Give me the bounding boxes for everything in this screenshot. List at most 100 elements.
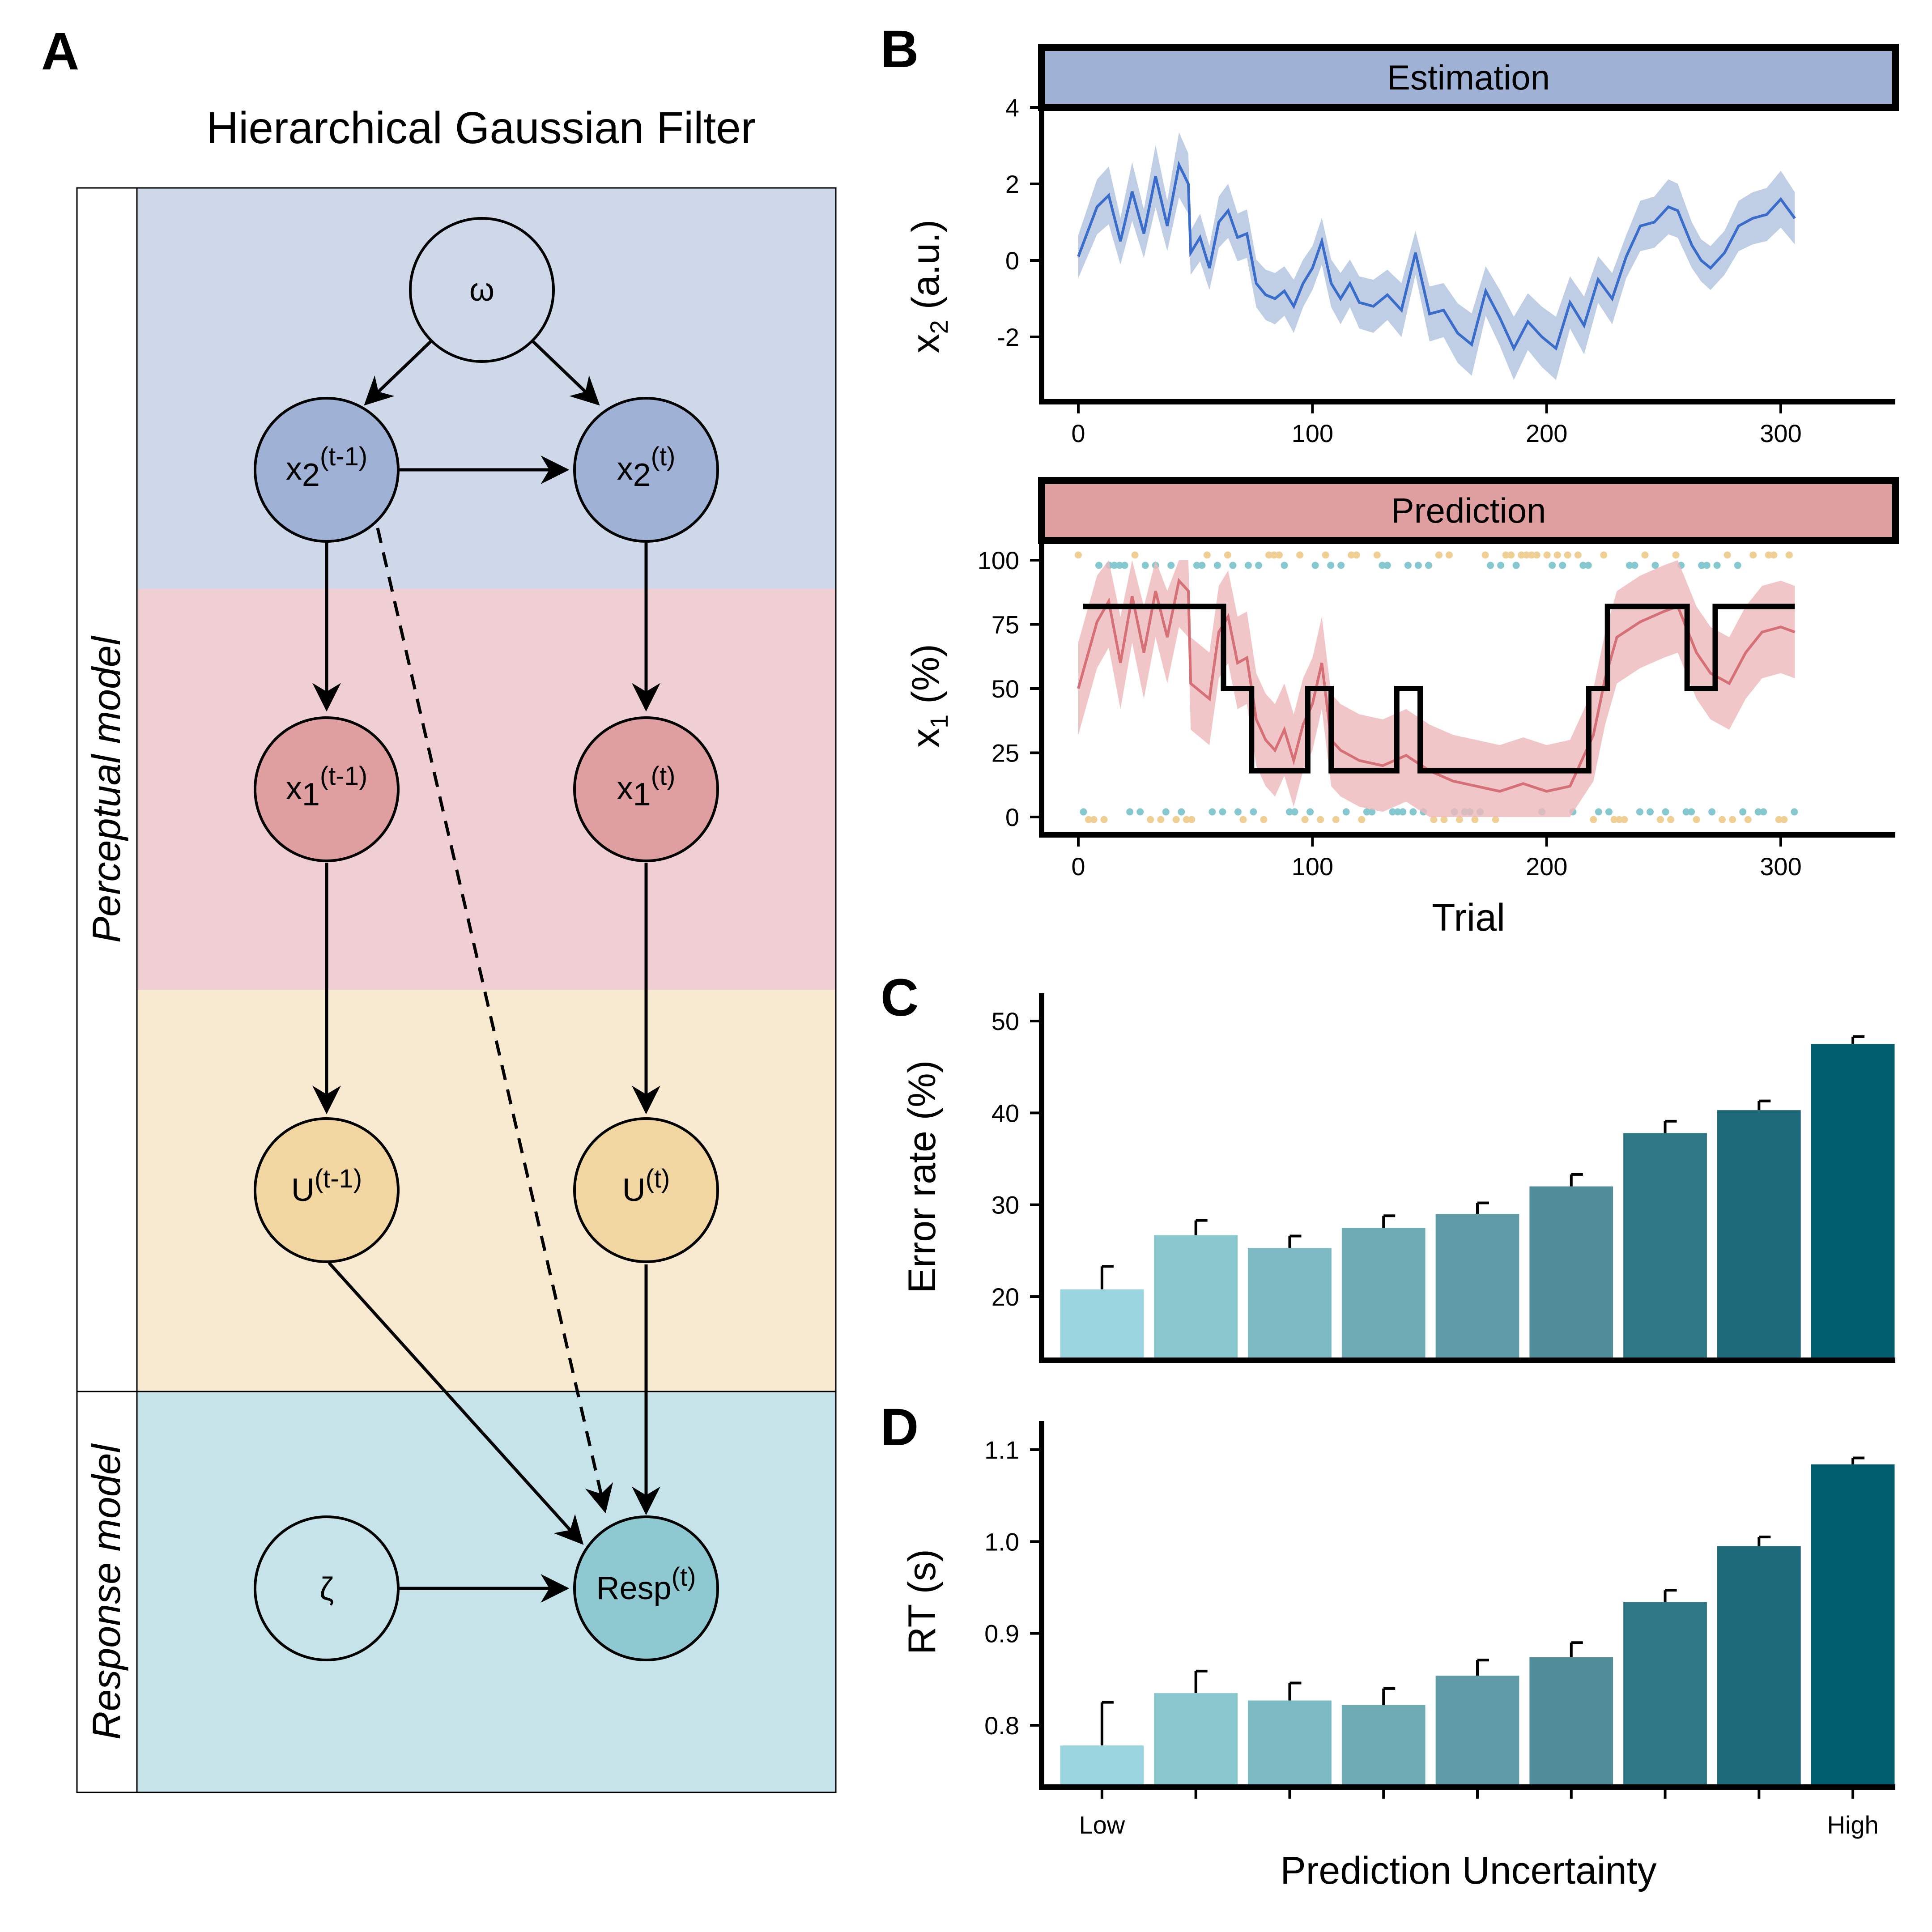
prediction-ylabel: x1 (%) [904, 644, 953, 748]
response-dot [1353, 551, 1360, 559]
response-dot [1481, 551, 1489, 559]
bar [1717, 1110, 1801, 1358]
response-dot [1306, 808, 1314, 816]
xtick-high-label: High [1827, 1811, 1879, 1839]
estimation-xtick-label: 200 [1526, 419, 1567, 447]
response-dot [1533, 551, 1540, 559]
rt-plot: 1.1 1.0 0.9 0.8 Low High [984, 1421, 1895, 1839]
response-dot [1574, 551, 1582, 559]
bar-ytick-label: 0.8 [984, 1711, 1019, 1740]
response-dot [1615, 816, 1623, 823]
response-dot [1579, 562, 1587, 569]
perceptual-label-box [76, 187, 138, 1392]
response-dot [1553, 551, 1561, 559]
u-cur-label: U(t) [622, 1164, 670, 1208]
response-model-label: Response model [84, 1443, 128, 1740]
response-dot [1255, 562, 1262, 569]
bar [1435, 1676, 1519, 1784]
response-dot [1141, 562, 1149, 569]
response-dot [1497, 562, 1505, 569]
response-dot [1651, 562, 1659, 569]
response-dot [1085, 816, 1093, 823]
bar [1811, 1464, 1895, 1784]
estimation-ytick-label: -2 [997, 323, 1019, 351]
response-dot [1667, 816, 1675, 823]
prediction-xtick-label: 300 [1760, 852, 1801, 881]
response-dot [1621, 816, 1628, 823]
response-dot [1244, 562, 1252, 569]
response-dot [1404, 562, 1412, 569]
response-dot [1234, 808, 1242, 816]
estimation-xtick-label: 0 [1071, 419, 1085, 447]
panel-a-frame [136, 187, 837, 1793]
response-dot [1626, 562, 1633, 569]
response-dot [1270, 551, 1278, 559]
response-dot [1193, 562, 1200, 569]
response-dot [1754, 808, 1762, 816]
x1-prev-label: x1(t-1) [286, 762, 367, 813]
bar [1154, 1693, 1238, 1784]
u-prev-label: U(t-1) [291, 1164, 362, 1208]
bar [1341, 1228, 1426, 1358]
x1-ribbon [1078, 560, 1795, 817]
estimation-ytick-label: 0 [1005, 247, 1019, 275]
panel-a-title: Hierarchical Gaussian Filter [206, 103, 756, 153]
response-dot [1682, 808, 1690, 816]
response-dot [1564, 551, 1571, 559]
response-dot [1188, 816, 1196, 823]
bar-ytick-label: 0.9 [984, 1620, 1019, 1648]
estimation-ytick-label: 2 [1005, 170, 1019, 198]
bar-ytick-label: 30 [992, 1191, 1019, 1219]
prediction-ytick-label: 50 [992, 675, 1019, 703]
response-dot [1100, 816, 1108, 823]
x1-cur-node [573, 716, 719, 862]
bar [1717, 1546, 1801, 1784]
response-dot [1693, 816, 1700, 823]
x1-prev-node [254, 716, 400, 862]
response-dot [1075, 551, 1082, 559]
response-dot [1368, 808, 1376, 816]
prediction-ytick-label: 25 [992, 739, 1019, 767]
response-dot [1425, 562, 1432, 569]
response-dot [1688, 808, 1695, 816]
response-dot [1332, 816, 1340, 823]
response-dot [1414, 562, 1422, 569]
arrow-icon [364, 340, 433, 406]
response-dot [1327, 562, 1335, 569]
bar [1060, 1745, 1144, 1784]
response-dot [1713, 562, 1721, 569]
response-dot [1363, 808, 1370, 816]
response-dot [1080, 808, 1087, 816]
bar [1811, 1044, 1895, 1358]
response-dot [1409, 808, 1417, 816]
response-dot [1379, 562, 1386, 569]
response-dot [1559, 562, 1566, 569]
response-dot [1785, 551, 1793, 559]
x2-ribbon [1078, 132, 1795, 380]
response-dot [1162, 808, 1170, 816]
response-dot [1131, 551, 1139, 559]
response-dot [1389, 808, 1396, 816]
response-dot [1265, 551, 1272, 559]
response-dot [1358, 816, 1366, 823]
response-dot [1662, 808, 1669, 816]
response-dot [1167, 562, 1175, 569]
response-dot [1311, 562, 1319, 569]
panel-letter-c: C [881, 968, 919, 1027]
response-dot [1631, 562, 1638, 569]
response-dot [1549, 562, 1556, 569]
response-band [137, 1392, 836, 1792]
panel-letter-a: A [41, 22, 79, 81]
prediction-ytick-label: 100 [978, 546, 1019, 574]
response-dot [1322, 551, 1329, 559]
response-dot [1471, 816, 1479, 823]
zeta-label: ζ [319, 1571, 334, 1607]
response-dot [1373, 551, 1381, 559]
zeta-node [254, 1515, 400, 1661]
response-dot [1646, 808, 1654, 816]
x2-prev-node [254, 397, 400, 543]
xtick-low-label: Low [1079, 1811, 1125, 1839]
bar-ytick-label: 1.0 [984, 1528, 1019, 1556]
bar-ytick-label: 40 [992, 1099, 1019, 1127]
